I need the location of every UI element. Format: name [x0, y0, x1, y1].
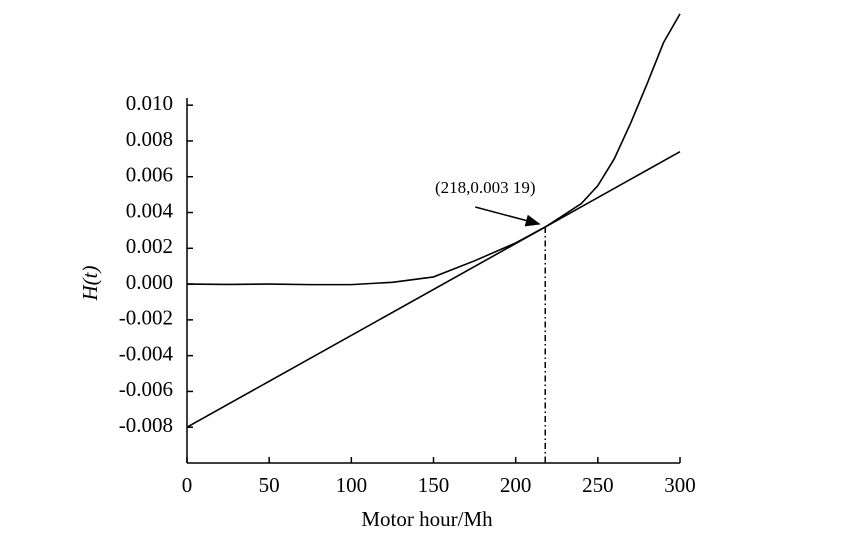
x-tick-label: 0 [182, 473, 193, 497]
y-tick-label: -0.008 [119, 413, 173, 437]
line-series [186, 150, 681, 428]
y-axis-label: H(t) [78, 266, 102, 302]
y-tick-label: -0.004 [119, 341, 174, 365]
y-tick-label: 0.004 [126, 198, 174, 222]
y-tick-label: 0.002 [126, 234, 173, 258]
x-tick-label: 150 [418, 473, 450, 497]
x-tick-label: 250 [582, 473, 614, 497]
y-tick-label: 0.006 [126, 163, 173, 187]
annotation-text: (218,0.003 19) [435, 178, 536, 197]
x-axis-label: Motor hour/Mh [361, 507, 493, 531]
x-tick-label: 50 [259, 473, 280, 497]
y-tick-label: -0.002 [119, 306, 173, 330]
y-tick-label: 0.010 [126, 91, 173, 115]
x-tick-label: 300 [664, 473, 696, 497]
line-series [186, 13, 681, 286]
x-tick-label: 100 [336, 473, 368, 497]
y-tick-label: 0.008 [126, 127, 173, 151]
y-tick-label: -0.006 [119, 377, 173, 401]
y-tick-label: 0.000 [126, 270, 173, 294]
x-tick-label: 200 [500, 473, 532, 497]
annotation-arrow [475, 206, 541, 227]
